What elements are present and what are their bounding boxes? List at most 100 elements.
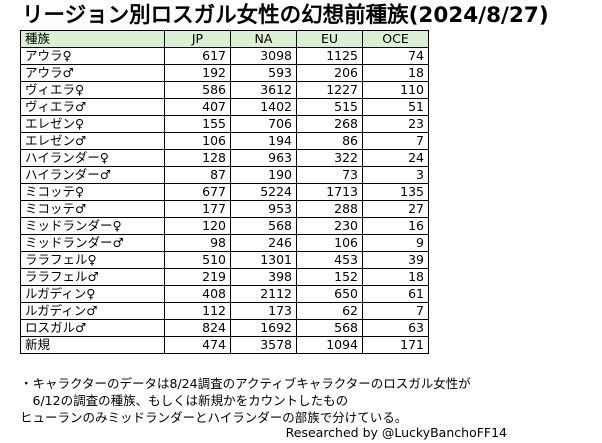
cell-eu: 288 (296, 200, 363, 218)
cell-na: 3612 (230, 81, 297, 99)
table-row: アウラ♀ 617 3098 1125 74 (20, 47, 429, 65)
cell-oce: 23 (362, 115, 429, 133)
cell-race: ララフェル♀ (20, 251, 165, 269)
cell-eu: 152 (296, 268, 363, 286)
cell-race: ミコッテ♂ (20, 200, 165, 218)
cell-na: 963 (230, 149, 297, 167)
cell-race: ミコッテ♀ (20, 183, 165, 201)
table-row: 新規 474 3578 1094 171 (20, 336, 429, 354)
note-line: ヒューランのみミッドランダーとハイランダーの部族で分けている。 (20, 410, 408, 425)
table-row: ミコッテ♂ 177 953 288 27 (20, 200, 429, 218)
header-jp: JP (164, 30, 231, 48)
cell-jp: 106 (164, 132, 231, 150)
cell-jp: 408 (164, 285, 231, 303)
cell-na: 194 (230, 132, 297, 150)
cell-eu: 206 (296, 64, 363, 82)
cell-oce: 110 (362, 81, 429, 99)
cell-oce: 135 (362, 183, 429, 201)
cell-oce: 39 (362, 251, 429, 269)
cell-jp: 677 (164, 183, 231, 201)
cell-jp: 617 (164, 47, 231, 65)
cell-race: エレゼン♂ (20, 132, 165, 150)
cell-oce: 7 (362, 132, 429, 150)
cell-na: 190 (230, 166, 297, 184)
table-header-row: 種族 JP NA EU OCE (20, 30, 429, 48)
cell-na: 246 (230, 234, 297, 252)
cell-na: 953 (230, 200, 297, 218)
note-line: ・キャラクターのデータは8/24調査のアクティブキャラクターのロスガル女性が (20, 376, 471, 391)
cell-eu: 268 (296, 115, 363, 133)
cell-eu: 453 (296, 251, 363, 269)
cell-na: 398 (230, 268, 297, 286)
header-eu: EU (296, 30, 363, 48)
table-row: エレゼン♀ 155 706 268 23 (20, 115, 429, 133)
cell-oce: 171 (362, 336, 429, 354)
cell-jp: 586 (164, 81, 231, 99)
table-row: ララフェル♀ 510 1301 453 39 (20, 251, 429, 269)
cell-eu: 568 (296, 319, 363, 337)
cell-eu: 650 (296, 285, 363, 303)
cell-eu: 1125 (296, 47, 363, 65)
cell-eu: 1094 (296, 336, 363, 354)
cell-oce: 18 (362, 64, 429, 82)
cell-oce: 3 (362, 166, 429, 184)
cell-oce: 16 (362, 217, 429, 235)
cell-jp: 510 (164, 251, 231, 269)
note-line: 6/12の調査の種族、もしくは新規かをカウントしたもの (20, 393, 349, 408)
cell-eu: 106 (296, 234, 363, 252)
cell-eu: 62 (296, 302, 363, 320)
cell-oce: 74 (362, 47, 429, 65)
cell-race: ルガディン♀ (20, 285, 165, 303)
cell-race: ハイランダー♀ (20, 149, 165, 167)
table-row: ハイランダー♀ 128 963 322 24 (20, 149, 429, 167)
cell-jp: 474 (164, 336, 231, 354)
table-row: ミッドランダー♀ 120 568 230 16 (20, 217, 429, 235)
header-na: NA (230, 30, 297, 48)
cell-na: 2112 (230, 285, 297, 303)
cell-oce: 18 (362, 268, 429, 286)
notes: ・キャラクターのデータは8/24調査のアクティブキャラクターのロスガル女性が 6… (20, 375, 471, 426)
cell-oce: 9 (362, 234, 429, 252)
cell-eu: 73 (296, 166, 363, 184)
cell-race: アウラ♂ (20, 64, 165, 82)
cell-na: 1301 (230, 251, 297, 269)
table-row: ロスガル♂ 824 1692 568 63 (20, 319, 429, 337)
header-race: 種族 (20, 30, 165, 48)
cell-race: ミッドランダー♂ (20, 234, 165, 252)
table-row: ミコッテ♀ 677 5224 1713 135 (20, 183, 429, 201)
cell-jp: 824 (164, 319, 231, 337)
cell-na: 706 (230, 115, 297, 133)
cell-race: 新規 (20, 336, 165, 354)
cell-na: 1402 (230, 98, 297, 116)
cell-eu: 1227 (296, 81, 363, 99)
cell-na: 3098 (230, 47, 297, 65)
header-oce: OCE (362, 30, 429, 48)
cell-eu: 515 (296, 98, 363, 116)
table-row: エレゼン♂ 106 194 86 7 (20, 132, 429, 150)
cell-race: ハイランダー♂ (20, 166, 165, 184)
cell-oce: 63 (362, 319, 429, 337)
cell-eu: 86 (296, 132, 363, 150)
cell-jp: 112 (164, 302, 231, 320)
table-row: ララフェル♂ 219 398 152 18 (20, 268, 429, 286)
cell-jp: 407 (164, 98, 231, 116)
cell-jp: 219 (164, 268, 231, 286)
cell-oce: 24 (362, 149, 429, 167)
cell-jp: 177 (164, 200, 231, 218)
table-row: ルガディン♀ 408 2112 650 61 (20, 285, 429, 303)
cell-jp: 155 (164, 115, 231, 133)
cell-na: 3578 (230, 336, 297, 354)
cell-race: エレゼン♀ (20, 115, 165, 133)
cell-jp: 87 (164, 166, 231, 184)
table-row: ミッドランダー♂ 98 246 106 9 (20, 234, 429, 252)
table-body: アウラ♀ 617 3098 1125 74 アウラ♂ 192 593 206 18 ヴィエラ♀ 586… (20, 47, 429, 354)
cell-eu: 322 (296, 149, 363, 167)
cell-oce: 51 (362, 98, 429, 116)
cell-eu: 1713 (296, 183, 363, 201)
cell-race: ヴィエラ♂ (20, 98, 165, 116)
table-row: アウラ♂ 192 593 206 18 (20, 64, 429, 82)
cell-race: ロスガル♂ (20, 319, 165, 337)
cell-na: 5224 (230, 183, 297, 201)
cell-eu: 230 (296, 217, 363, 235)
credit-text: Researched by @LuckyBanchoFF14 (285, 425, 507, 440)
